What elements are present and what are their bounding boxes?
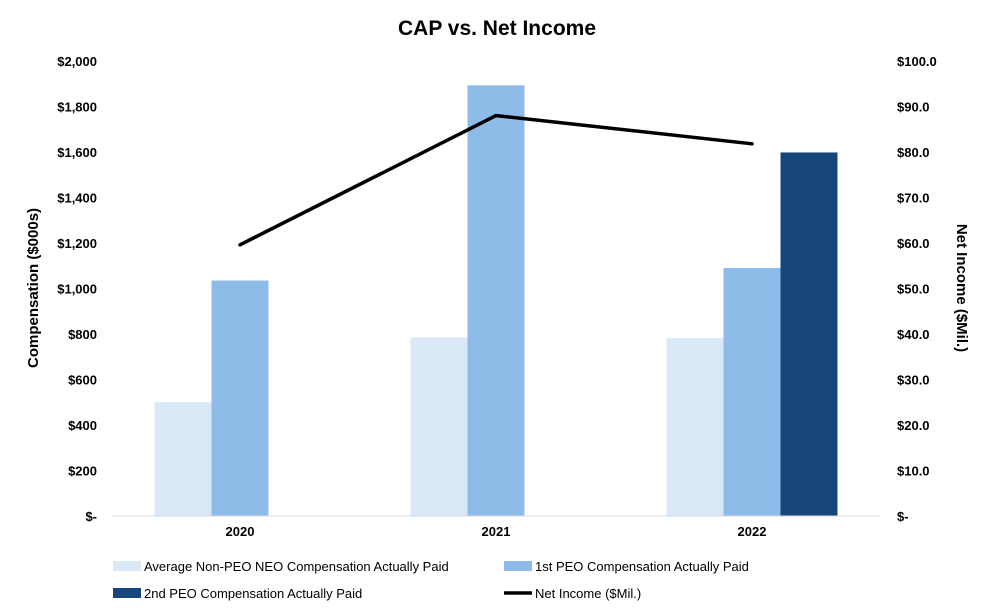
y2-tick-label: $40.0 (897, 327, 930, 342)
x-axis-ticks: 2020 2021 2022 (226, 524, 767, 539)
bar (410, 337, 468, 516)
legend-swatch (113, 561, 141, 571)
y2-tick-label: $60.0 (897, 236, 930, 251)
legend-swatch (504, 561, 532, 571)
y2-tick-label: $70.0 (897, 191, 930, 206)
chart-title: CAP vs. Net Income (398, 17, 596, 40)
legend-swatch (113, 588, 141, 598)
bar (666, 338, 724, 516)
y2-tick-label: $80.0 (897, 145, 930, 160)
y2-axis-title: Net Income ($Mil.) (953, 224, 970, 352)
line-series (238, 113, 754, 247)
legend: Average Non-PEO NEO Compensation Actuall… (113, 559, 749, 601)
y2-tick-label: $30.0 (897, 373, 930, 388)
legend-label: 2nd PEO Compensation Actually Paid (144, 586, 362, 601)
y2-tick-label: $10.0 (897, 464, 930, 479)
x-tick-label: 2021 (482, 524, 511, 539)
bar (723, 268, 781, 516)
y-tick-label: $600 (68, 373, 97, 388)
y-tick-label: $1,400 (57, 191, 97, 206)
y-tick-label: $- (85, 509, 97, 524)
y-axis-ticks: $- $200 $400 $600 $800 $1,000 $1,200 $1,400 $1,6… (57, 54, 97, 524)
y2-tick-label: $20.0 (897, 418, 930, 433)
y-tick-label: $800 (68, 327, 97, 342)
y-axis-title: Compensation ($000s) (25, 208, 42, 368)
y2-tick-label: $100.0 (897, 54, 937, 69)
bar (780, 152, 838, 516)
bar (211, 280, 269, 516)
y-tick-label: $2,000 (57, 54, 97, 69)
x-tick-label: 2022 (738, 524, 767, 539)
y-tick-label: $1,800 (57, 100, 97, 115)
bar (467, 85, 525, 516)
legend-label: Average Non-PEO NEO Compensation Actuall… (144, 559, 449, 574)
bar (154, 402, 212, 516)
y2-axis-ticks: $- $10.0 $20.0 $30.0 $40.0 $50.0 $60.0 $70.0 $80… (897, 54, 937, 524)
net-income-line (238, 113, 754, 247)
y-tick-label: $1,200 (57, 236, 97, 251)
x-tick-label: 2020 (226, 524, 255, 539)
y-tick-label: $400 (68, 418, 97, 433)
y-tick-label: $1,000 (57, 282, 97, 297)
y-tick-label: $200 (68, 464, 97, 479)
legend-label: 1st PEO Compensation Actually Paid (535, 559, 749, 574)
y-tick-label: $1,600 (57, 145, 97, 160)
y2-tick-label: $50.0 (897, 282, 930, 297)
y2-tick-label: $- (897, 509, 909, 524)
bars (154, 85, 838, 516)
y2-tick-label: $90.0 (897, 100, 930, 115)
legend-label: Net Income ($Mil.) (535, 586, 641, 601)
